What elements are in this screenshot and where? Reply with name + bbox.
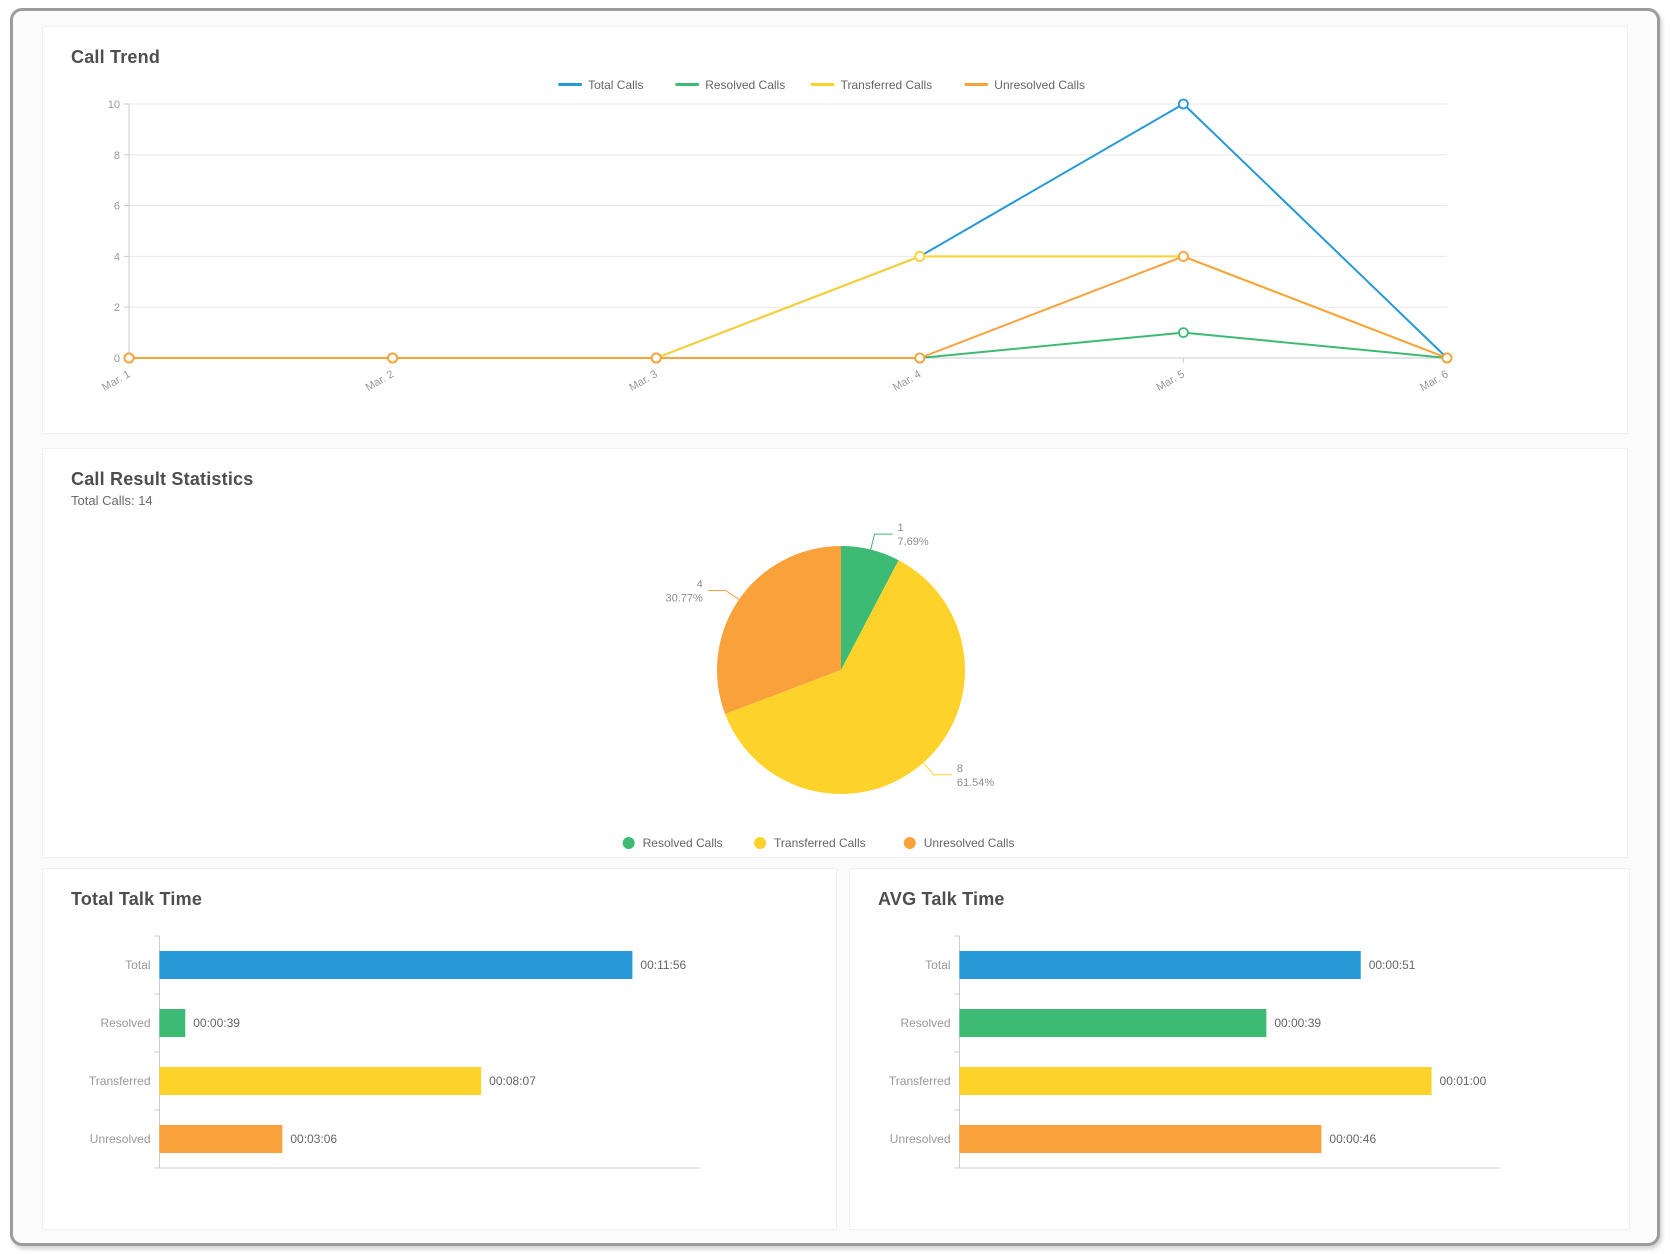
call-result-panel: Call Result Statistics Total Calls: 14 1… <box>42 448 1628 858</box>
total-talk-time-panel: Total Talk Time Total 00:11:56 Resolved 00:… <box>42 868 837 1230</box>
x-axis-tick-label: Mar. 1 <box>100 368 132 394</box>
bar-resolved <box>959 1009 1267 1037</box>
x-axis-tick-label: Mar. 3 <box>627 368 659 394</box>
category-label: Resolved <box>900 1016 950 1030</box>
bar-resolved <box>159 1009 186 1037</box>
category-label: Transferred <box>89 1074 151 1088</box>
legend-label: Resolved Calls <box>705 78 785 92</box>
legend-item-resolved-calls[interactable]: Resolved Calls <box>675 78 785 92</box>
category-label: Transferred <box>889 1074 951 1088</box>
svg-text:4: 4 <box>697 578 703 590</box>
avg-talk-time-panel: AVG Talk Time Total 00:00:51 Resolved 00:00… <box>849 868 1630 1230</box>
legend-item-resolved-calls[interactable]: Resolved Calls <box>622 836 723 850</box>
legend-label: Resolved Calls <box>643 836 723 850</box>
pie-label-unresolved-calls: 4 30.77% <box>665 578 740 604</box>
y-axis-tick-label: 10 <box>108 99 120 111</box>
x-axis-tick-label: Mar. 6 <box>1418 368 1450 394</box>
legend-item-total-calls[interactable]: Total Calls <box>558 78 643 92</box>
bar-total <box>159 951 633 979</box>
legend-item-unresolved-calls[interactable]: Unresolved Calls <box>903 836 1015 850</box>
bar-value-label: 00:00:39 <box>1274 1016 1321 1030</box>
bar-unresolved <box>959 1125 1322 1153</box>
bar-value-label: 00:00:51 <box>1369 958 1416 972</box>
x-axis-tick-label: Mar. 2 <box>364 368 396 394</box>
pie-slice-transferred-calls <box>725 560 966 794</box>
svg-text:7.69%: 7.69% <box>898 536 929 548</box>
bar-row-transferred: Transferred 00:01:00 <box>889 1067 1487 1095</box>
bar-row-total: Total 00:00:51 <box>925 951 1416 979</box>
bar-value-label: 00:08:07 <box>489 1074 536 1088</box>
total-calls-subtitle: Total Calls: 14 <box>71 493 153 508</box>
dashboard-frame: Call Trend 0 2 4 6 8 10 Mar. 1 Mar. 2 Mar. 3 Mar.… <box>10 8 1660 1246</box>
pie-label-transferred-calls: 8 61.54% <box>922 762 995 789</box>
bar-value-label: 00:01:00 <box>1440 1074 1487 1088</box>
call-result-title: Call Result Statistics <box>71 469 254 489</box>
call-trend-line-chart: 0 2 4 6 8 10 Mar. 1 Mar. 2 Mar. 3 Mar. 4 Mar. 5 Mar… <box>100 78 1453 394</box>
svg-text:61.54%: 61.54% <box>957 777 995 789</box>
legend-label: Unresolved Calls <box>994 78 1085 92</box>
avg-talk-time-title: AVG Talk Time <box>878 889 1005 909</box>
bar-row-resolved: Resolved 00:00:39 <box>900 1009 1321 1037</box>
category-label: Unresolved <box>890 1132 951 1146</box>
line-series-unresolved-calls <box>123 250 1453 364</box>
category-label: Unresolved <box>90 1132 151 1146</box>
bar-value-label: 00:00:39 <box>193 1016 240 1030</box>
bar-value-label: 00:03:06 <box>290 1132 337 1146</box>
bar-row-total: Total 00:11:56 <box>125 951 687 979</box>
y-axis-tick-label: 0 <box>114 353 120 365</box>
category-label: Total <box>925 958 950 972</box>
line-series-total-calls <box>123 98 1453 364</box>
bar-value-label: 00:00:46 <box>1329 1132 1376 1146</box>
legend-item-unresolved-calls[interactable]: Unresolved Calls <box>964 78 1085 92</box>
bar-row-unresolved: Unresolved 00:03:06 <box>90 1125 337 1153</box>
y-axis-tick-label: 4 <box>114 251 120 263</box>
total-talk-time-bar-chart: Total 00:11:56 Resolved 00:00:39 Transferred… <box>89 935 700 1169</box>
svg-text:8: 8 <box>957 763 963 775</box>
total-talk-time-title: Total Talk Time <box>71 889 203 909</box>
bar-row-transferred: Transferred 00:08:07 <box>89 1067 536 1095</box>
bar-transferred <box>959 1067 1432 1095</box>
bar-unresolved <box>159 1125 283 1153</box>
legend-label: Unresolved Calls <box>924 836 1015 850</box>
legend-label: Total Calls <box>588 78 643 92</box>
bar-row-unresolved: Unresolved 00:00:46 <box>890 1125 1376 1153</box>
y-axis-tick-label: 6 <box>114 201 120 213</box>
bar-total <box>959 951 1361 979</box>
pie-slice-unresolved-calls <box>717 546 841 714</box>
y-axis-tick-label: 2 <box>114 302 120 314</box>
legend-label: Transferred Calls <box>774 836 866 850</box>
y-axis-tick-label: 8 <box>114 150 120 162</box>
bar-transferred <box>159 1067 482 1095</box>
category-label: Resolved <box>100 1016 150 1030</box>
call-trend-title: Call Trend <box>71 47 161 67</box>
avg-talk-time-bar-chart: Total 00:00:51 Resolved 00:00:39 Transferred… <box>889 935 1500 1169</box>
category-label: Total <box>125 958 150 972</box>
svg-text:1: 1 <box>898 522 904 534</box>
svg-text:30.77%: 30.77% <box>665 592 703 604</box>
x-axis-tick-label: Mar. 4 <box>891 368 923 394</box>
legend-item-transferred-calls[interactable]: Transferred Calls <box>754 836 866 850</box>
bar-value-label: 00:11:56 <box>640 958 686 972</box>
call-result-pie-chart: 1 7.69% 8 61.54% 4 30.77% Resolved Calls Transf… <box>622 522 1015 850</box>
legend-label: Transferred Calls <box>841 78 933 92</box>
pie-label-resolved-calls: 1 7.69% <box>870 522 929 550</box>
pie-slice-resolved-calls <box>841 546 899 670</box>
call-trend-panel: Call Trend 0 2 4 6 8 10 Mar. 1 Mar. 2 Mar. 3 Mar.… <box>42 26 1628 434</box>
bar-row-resolved: Resolved 00:00:39 <box>100 1009 240 1037</box>
legend-item-transferred-calls[interactable]: Transferred Calls <box>810 78 933 92</box>
x-axis-tick-label: Mar. 5 <box>1154 368 1186 394</box>
